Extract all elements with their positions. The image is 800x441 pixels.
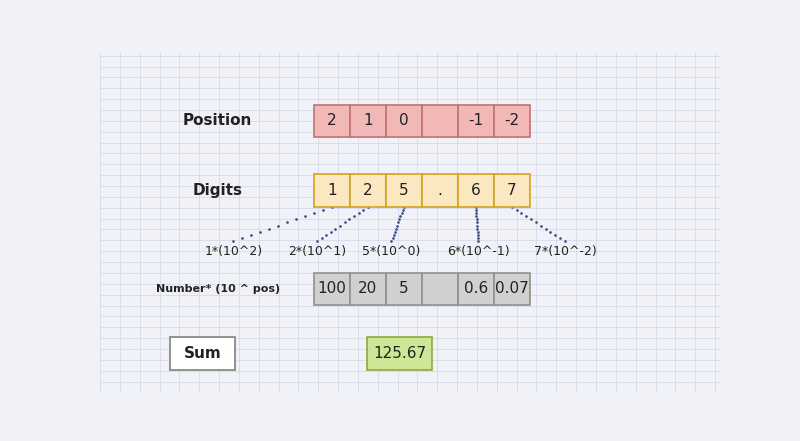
Bar	[350, 273, 386, 305]
Text: 100: 100	[318, 281, 346, 296]
Text: 2*(10^1): 2*(10^1)	[288, 245, 346, 258]
Text: 1*(10^2): 1*(10^2)	[204, 245, 262, 258]
Text: 1: 1	[363, 113, 373, 128]
Text: 7*(10^-2): 7*(10^-2)	[534, 245, 596, 258]
Text: 125.67: 125.67	[373, 346, 426, 361]
Bar	[494, 273, 530, 305]
Bar	[350, 174, 386, 206]
Bar	[314, 273, 350, 305]
Bar	[458, 273, 494, 305]
Text: 5*(10^0): 5*(10^0)	[362, 245, 421, 258]
Text: .: .	[438, 183, 442, 198]
Text: 1: 1	[327, 183, 337, 198]
Bar	[314, 105, 350, 137]
Text: 5: 5	[399, 281, 409, 296]
Text: 0: 0	[399, 113, 409, 128]
Text: 20: 20	[358, 281, 378, 296]
Text: 5: 5	[399, 183, 409, 198]
Bar	[386, 174, 422, 206]
Bar	[422, 174, 458, 206]
Text: 6*(10^-1): 6*(10^-1)	[447, 245, 510, 258]
Bar	[314, 174, 350, 206]
Bar	[350, 105, 386, 137]
Bar	[458, 105, 494, 137]
Text: Number* (10 ^ pos): Number* (10 ^ pos)	[156, 284, 280, 294]
Bar	[386, 105, 422, 137]
Bar	[422, 273, 458, 305]
Text: 2: 2	[363, 183, 373, 198]
Bar	[422, 105, 458, 137]
Bar	[494, 174, 530, 206]
Bar	[367, 337, 432, 370]
Text: -1: -1	[468, 113, 483, 128]
Text: 2: 2	[327, 113, 337, 128]
Text: 7: 7	[507, 183, 517, 198]
Text: Sum: Sum	[183, 346, 221, 361]
Bar	[386, 273, 422, 305]
Text: 0.6: 0.6	[463, 281, 488, 296]
Text: Position: Position	[183, 113, 253, 128]
Text: 0.07: 0.07	[495, 281, 529, 296]
Bar	[458, 174, 494, 206]
Text: 6: 6	[471, 183, 481, 198]
Bar	[494, 105, 530, 137]
Text: Digits: Digits	[193, 183, 243, 198]
Bar	[170, 337, 235, 370]
Text: -2: -2	[504, 113, 519, 128]
